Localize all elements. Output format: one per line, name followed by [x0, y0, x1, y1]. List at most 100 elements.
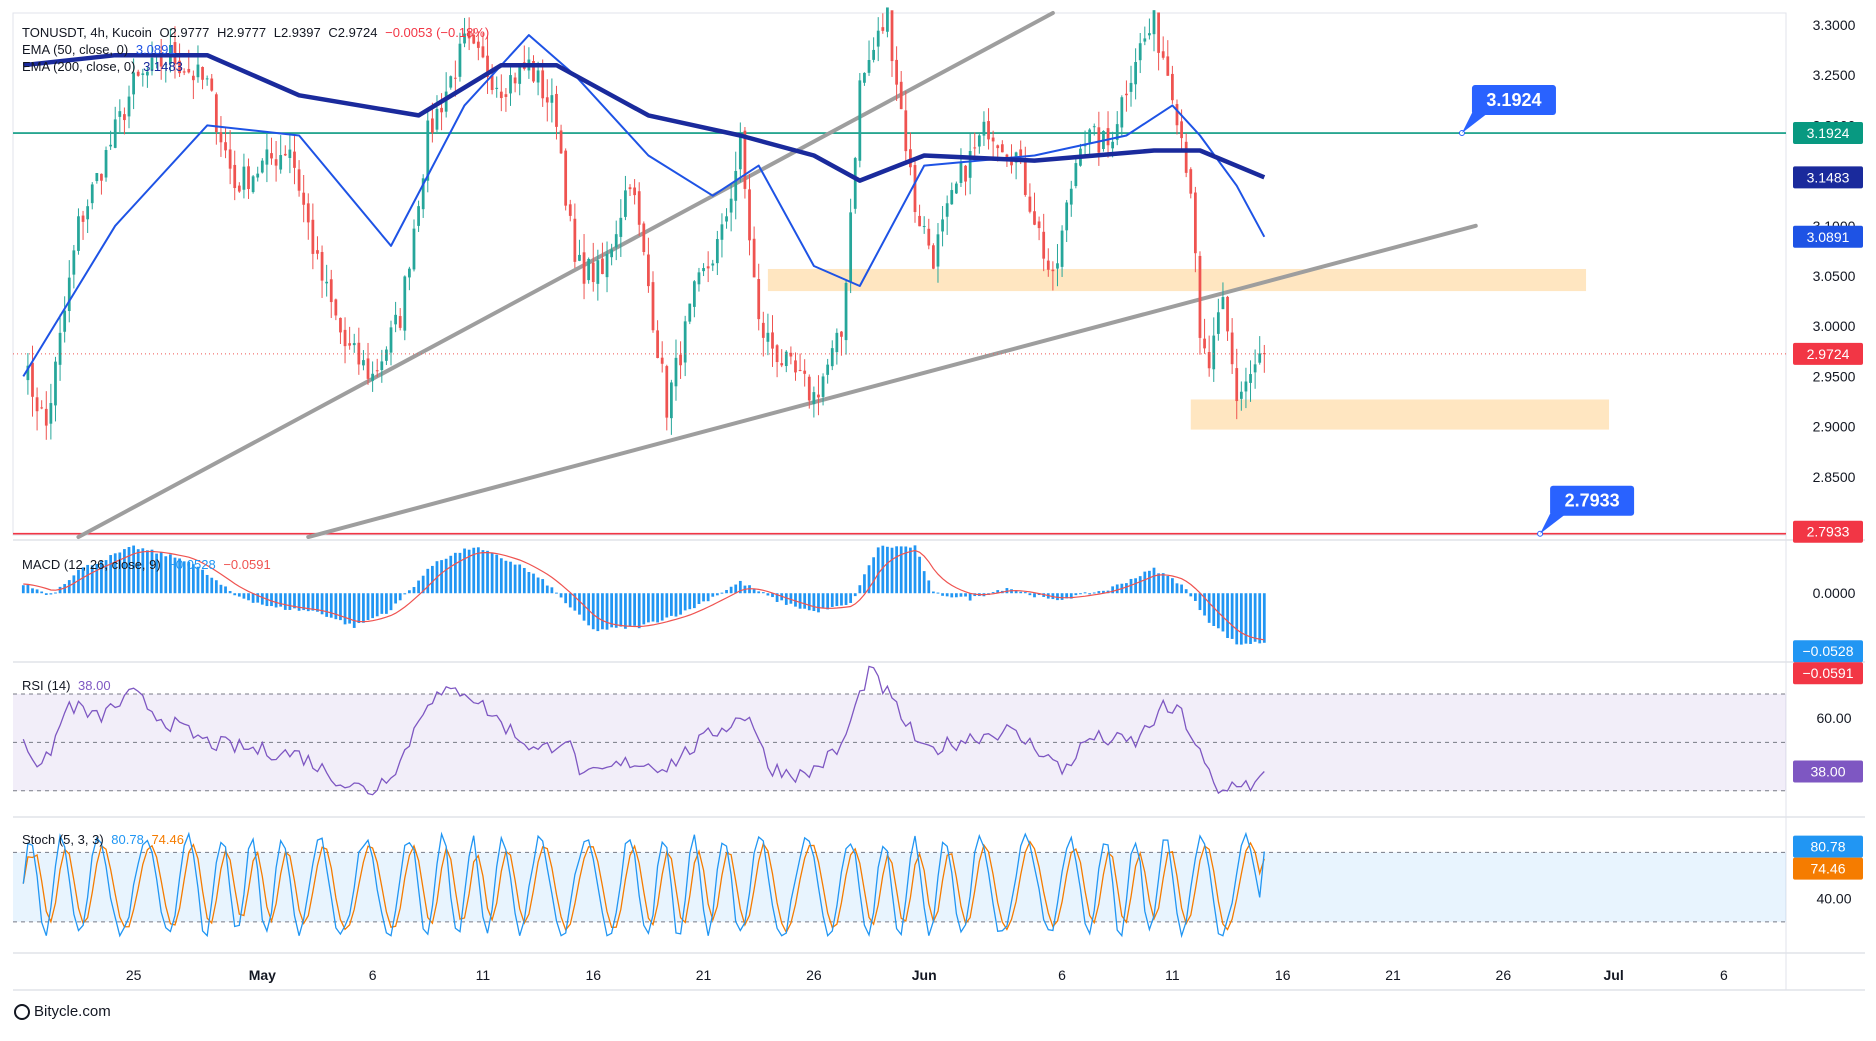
candle-down: [706, 266, 710, 269]
macd-histogram-bar: [1138, 576, 1142, 594]
candle-down: [1262, 353, 1266, 355]
macd-histogram-bar: [633, 593, 636, 626]
macd-histogram-bar: [444, 558, 448, 594]
stoch-d-badge: 74.46: [1810, 861, 1845, 877]
macd-histogram-bar: [789, 593, 793, 604]
candle-down: [375, 370, 379, 372]
macd-histogram-bar: [725, 590, 728, 594]
candle-down: [1019, 149, 1023, 158]
candle-up: [417, 206, 420, 226]
candle-up: [692, 281, 696, 307]
macd-histogram-bar: [738, 580, 742, 594]
candle-down: [339, 317, 342, 333]
candle-down: [274, 159, 278, 166]
macd-histogram-bar: [899, 546, 903, 594]
candle-down: [541, 70, 545, 99]
time-tick-label: 21: [1385, 967, 1401, 983]
candle-down: [895, 59, 898, 85]
candle-up: [1111, 141, 1115, 149]
macd-histogram-bar: [761, 592, 765, 594]
macd-histogram-bar: [123, 549, 126, 594]
candle-down: [555, 93, 558, 127]
price-tick-label: 3.2500: [1813, 67, 1856, 83]
candle-up: [164, 63, 168, 65]
macd-histogram-bar: [288, 593, 292, 610]
macd-histogram-bar: [201, 569, 204, 594]
candle-down: [752, 238, 756, 278]
macd-histogram-bar: [182, 561, 186, 594]
candle-up: [86, 206, 90, 220]
macd-histogram-bar: [408, 590, 411, 594]
candle-down: [329, 279, 333, 303]
macd-histogram-bar: [591, 593, 595, 630]
candle-up: [670, 382, 673, 419]
candle-up: [412, 228, 416, 270]
macd-histogram-bar: [1262, 593, 1266, 643]
candle-down: [591, 262, 595, 283]
candle-down: [1157, 12, 1160, 53]
candle-down: [761, 322, 765, 338]
candle-down: [601, 258, 604, 275]
candle-up: [624, 190, 627, 217]
macd-histogram-bar: [247, 593, 250, 601]
macd-histogram-bar: [886, 546, 889, 594]
candle-down: [1042, 231, 1046, 259]
candle-up: [26, 365, 30, 381]
footer-brand-text: Bitycle.com: [34, 1003, 111, 1020]
candle-up: [435, 108, 439, 130]
candle-up: [945, 203, 949, 217]
macd-histogram-bar: [849, 593, 853, 603]
price-tick-label: 3.0500: [1813, 268, 1856, 284]
candle-up: [426, 120, 430, 181]
macd-histogram-bar: [297, 593, 301, 611]
ema50-badge-bg: [1793, 225, 1863, 248]
macd-histogram-bar: [720, 592, 724, 594]
candle-up: [1083, 145, 1087, 147]
price-tick-label: 2.9500: [1813, 368, 1856, 384]
footer-brand[interactable]: Bitycle.com: [14, 1003, 111, 1020]
candle-down: [334, 299, 338, 316]
macd-histogram-bar: [1079, 593, 1082, 595]
macd-histogram-bar: [320, 593, 324, 615]
candle-up: [196, 64, 200, 78]
macd-histogram-bar: [260, 593, 264, 605]
candle-up: [725, 216, 728, 222]
candle-down: [840, 331, 843, 337]
price-callout-box: [1471, 85, 1556, 116]
macd-histogram-bar: [1143, 571, 1147, 594]
macd-histogram-bar: [385, 593, 388, 614]
candle-down: [545, 97, 549, 103]
symbol-text: TONUSDT, 4h, Kucoin: [22, 25, 152, 40]
ema50-row: EMA (50, close, 0) 3.0891: [22, 41, 493, 58]
macd-histogram-bar: [449, 555, 453, 594]
macd-histogram-bar: [187, 561, 191, 594]
stoch-k-value: 80.78: [111, 832, 144, 847]
candle-up: [977, 135, 981, 147]
macd-histogram-bar: [412, 587, 416, 594]
price-tick-label: 3.3000: [1813, 17, 1856, 33]
macd-histogram-bar: [706, 593, 710, 602]
macd-histogram-bar: [311, 593, 315, 611]
candle-down: [987, 121, 990, 140]
macd-histogram-bar: [1069, 593, 1073, 599]
candle-down: [1046, 260, 1050, 270]
macd-histogram-bar: [1129, 578, 1133, 594]
stoch-d-line: [22, 840, 1265, 934]
candle-down: [247, 166, 250, 190]
macd-histogram-bar: [1134, 578, 1137, 594]
candle-down: [187, 68, 191, 73]
candle-down: [453, 77, 457, 79]
candle-up: [1074, 163, 1078, 187]
candle-down: [343, 329, 347, 347]
macd-histogram-bar: [95, 563, 99, 594]
macd-histogram-bar: [803, 593, 807, 609]
last-price-badge-bg: [1793, 342, 1863, 365]
macd-histogram-bar: [844, 593, 848, 605]
macd-histogram-bar: [398, 593, 402, 601]
candle-up: [1056, 263, 1059, 269]
macd-histogram-bar: [541, 579, 545, 594]
macd-histogram-bar: [490, 553, 494, 594]
macd-histogram-bar: [343, 593, 347, 625]
macd-histogram-bar: [205, 574, 209, 594]
macd-histogram-bar: [927, 580, 931, 594]
